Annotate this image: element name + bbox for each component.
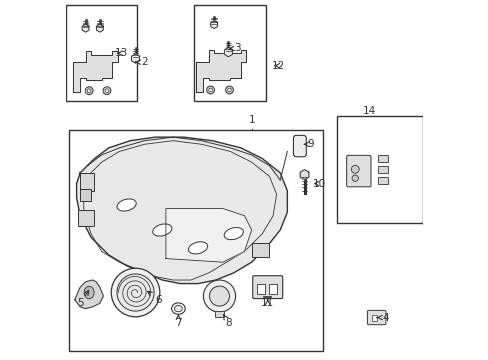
Bar: [378, 166, 387, 173]
Ellipse shape: [152, 224, 172, 236]
Text: 8: 8: [223, 315, 231, 328]
Ellipse shape: [227, 88, 231, 92]
Polygon shape: [75, 280, 103, 309]
Ellipse shape: [350, 165, 358, 173]
Bar: [194, 5, 265, 102]
FancyBboxPatch shape: [252, 276, 282, 298]
Polygon shape: [210, 21, 217, 28]
Bar: [78, 210, 94, 226]
Text: 2: 2: [135, 57, 147, 67]
Text: 13: 13: [114, 48, 128, 58]
Text: 7: 7: [175, 315, 182, 328]
Bar: [371, 315, 377, 321]
Bar: [66, 5, 137, 102]
Text: 1: 1: [248, 114, 254, 125]
Bar: [268, 284, 276, 294]
Ellipse shape: [84, 286, 94, 299]
Text: 11: 11: [261, 298, 274, 308]
Polygon shape: [82, 24, 89, 32]
Bar: [337, 116, 422, 223]
Bar: [215, 311, 224, 317]
Circle shape: [117, 274, 154, 311]
Circle shape: [111, 268, 160, 317]
Ellipse shape: [85, 87, 93, 95]
Text: 12: 12: [271, 61, 285, 71]
Ellipse shape: [105, 89, 108, 93]
Ellipse shape: [225, 86, 233, 94]
FancyBboxPatch shape: [366, 310, 385, 325]
Bar: [69, 130, 323, 351]
Polygon shape: [96, 24, 103, 32]
FancyBboxPatch shape: [293, 135, 305, 157]
Polygon shape: [165, 208, 251, 262]
Text: 14: 14: [362, 106, 375, 116]
Polygon shape: [300, 170, 308, 180]
Bar: [80, 173, 94, 191]
Bar: [257, 284, 264, 294]
Text: 5: 5: [77, 298, 83, 308]
Ellipse shape: [117, 199, 136, 211]
Ellipse shape: [351, 175, 358, 181]
Ellipse shape: [171, 303, 185, 314]
Polygon shape: [196, 50, 246, 93]
Polygon shape: [73, 51, 118, 93]
Text: 9: 9: [304, 139, 313, 149]
Ellipse shape: [174, 305, 182, 312]
Ellipse shape: [87, 89, 91, 93]
Polygon shape: [224, 48, 232, 57]
Circle shape: [203, 280, 235, 312]
Ellipse shape: [103, 87, 111, 95]
Bar: [80, 189, 91, 202]
Polygon shape: [131, 54, 139, 63]
Ellipse shape: [188, 242, 207, 254]
Circle shape: [209, 286, 229, 306]
Polygon shape: [77, 137, 287, 284]
Bar: [251, 243, 268, 257]
Ellipse shape: [224, 228, 243, 240]
Ellipse shape: [208, 88, 212, 92]
Text: 3: 3: [228, 43, 240, 53]
Text: 6: 6: [147, 291, 162, 305]
Text: 4: 4: [376, 312, 388, 323]
Ellipse shape: [206, 86, 214, 94]
Text: 10: 10: [312, 179, 325, 189]
Bar: [378, 177, 387, 184]
Bar: [378, 155, 387, 162]
FancyBboxPatch shape: [346, 156, 370, 187]
